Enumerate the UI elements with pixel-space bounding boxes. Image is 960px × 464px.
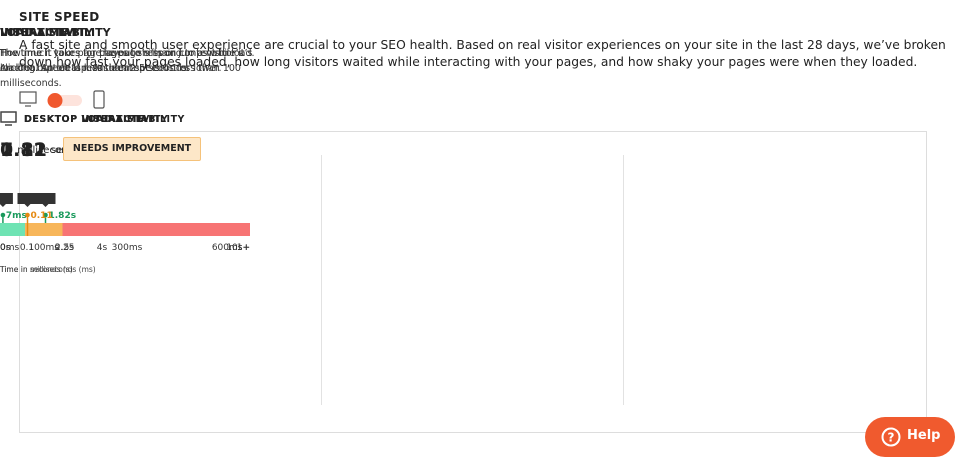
tick-label: 0	[0, 243, 6, 253]
metric-description: How much your page layout shifts or jump…	[0, 48, 253, 74]
tick-label: 0.25	[54, 243, 74, 253]
device-label: DESKTOP VISUAL STABILITY	[24, 114, 185, 125]
metric-value: 7	[0, 139, 14, 161]
rating-badge: NEEDS IMPROVEMENT	[62, 137, 202, 161]
value-marker-dot	[0, 212, 6, 218]
marker-label: 1.82s	[49, 211, 77, 221]
divider	[623, 155, 624, 405]
tick-label: 100ms	[28, 243, 59, 253]
tick-label: 0.1	[20, 243, 34, 253]
axis-label: Time in milliseconds (ms)	[0, 265, 96, 274]
icon-screen	[0, 111, 17, 123]
tick-label: 0s	[0, 243, 11, 253]
metric-title: INTERACTIVITY	[0, 26, 94, 39]
metric-description: The time it takes for the page’s main co…	[0, 48, 255, 74]
tick-label: 300ms	[112, 243, 143, 253]
value-marker-dot	[43, 212, 48, 218]
marker-label: 0.11	[31, 211, 53, 221]
section-description: A fast site and smooth user experience a…	[19, 38, 946, 69]
device-label: DESKTOP LOAD TIME	[24, 114, 144, 125]
metric-value: 1.82	[0, 139, 47, 161]
gauge: 0 0.1 0.25 1+ 0.11	[0, 193, 250, 253]
tick-label: 2.5s	[55, 243, 74, 253]
marker-tooltip	[17, 193, 38, 207]
tick-label: 4s	[97, 243, 108, 253]
metric-title: LOAD TIME	[0, 26, 68, 39]
gauge-segment	[0, 223, 25, 236]
metric-title: VISUAL STABILITY	[0, 26, 111, 39]
tick-label: 0ms	[0, 243, 19, 253]
marker-tooltip	[35, 193, 56, 207]
help-label[interactable]: Help	[907, 428, 941, 443]
tick-label: 600ms+	[212, 243, 250, 253]
tick-label: 1+	[237, 243, 250, 253]
value-marker-dot	[25, 212, 30, 218]
device-toggle[interactable]	[18, 90, 110, 110]
gauge-segment	[62, 223, 250, 236]
desktop-icon	[0, 111, 17, 126]
section-title: SITE SPEED	[19, 10, 100, 24]
device-label: DESKTOP INTERACTIVITY	[24, 114, 169, 125]
divider	[321, 155, 322, 405]
gauge-segment	[25, 223, 63, 236]
axis-label: Time in seconds (s)	[0, 265, 73, 274]
tick-label: 10s+	[226, 243, 250, 253]
metric-unit: milliseconds	[17, 145, 79, 156]
metric-description: The time it takes for pages to respond t…	[0, 48, 244, 89]
metrics-card	[19, 131, 927, 433]
help-icon: ?	[881, 427, 901, 447]
svg-text:?: ?	[888, 431, 895, 445]
marker-label: 7ms	[6, 211, 27, 221]
metric-value: 0.11	[0, 139, 47, 161]
marker-tooltip	[0, 193, 13, 207]
help-button[interactable]: ? Help	[865, 417, 955, 457]
